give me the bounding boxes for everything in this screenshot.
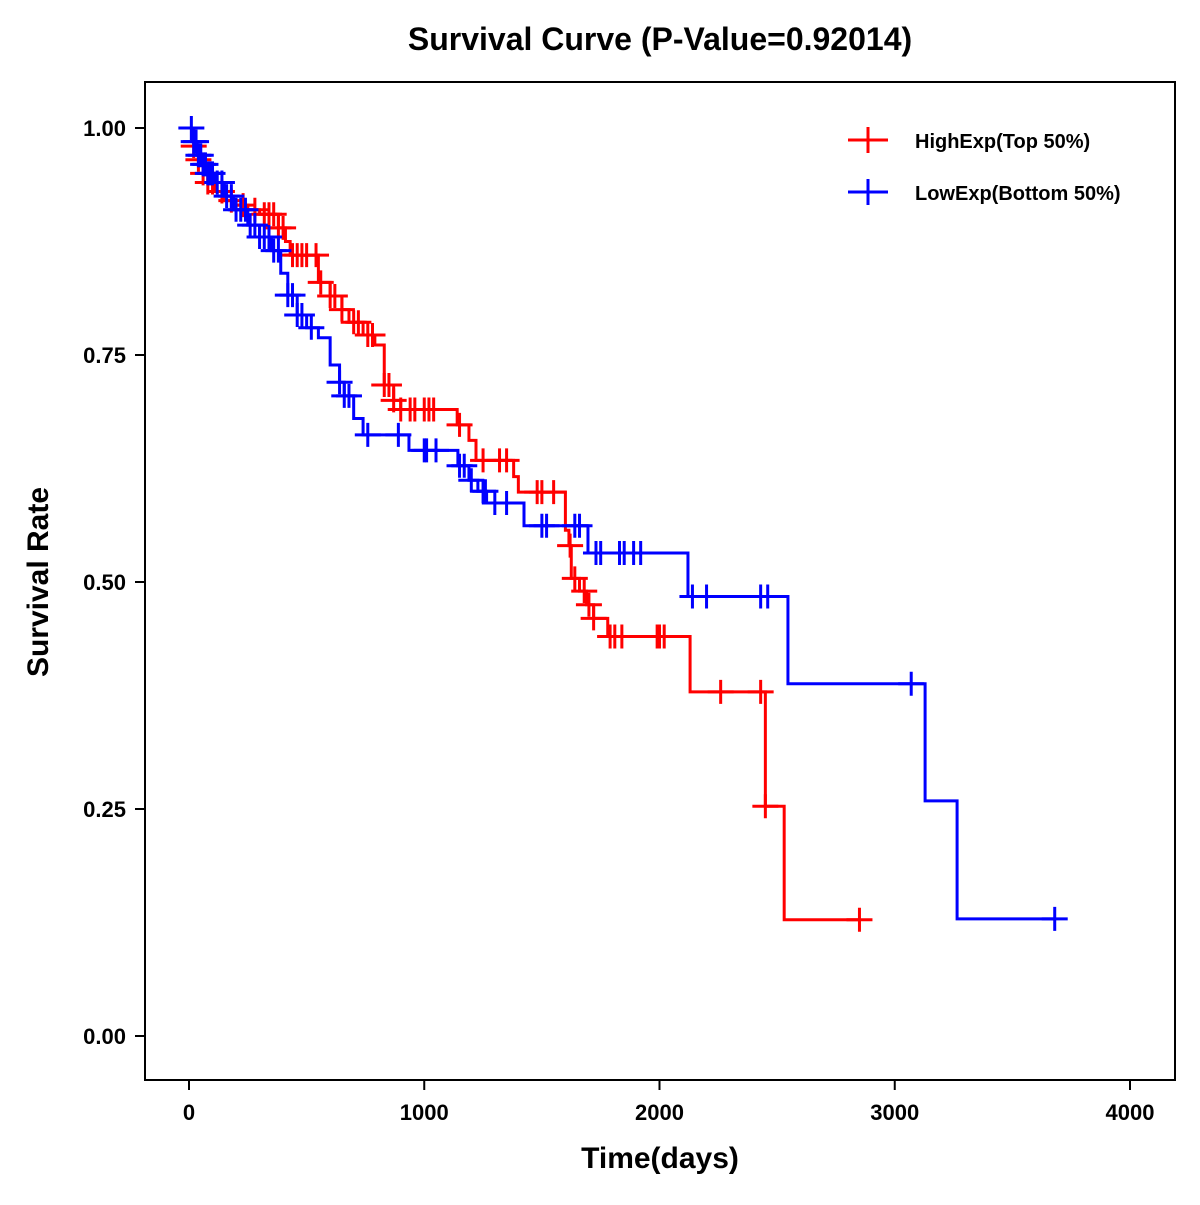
y-tick-label: 0.50 <box>83 570 126 595</box>
low-exp-censor-mark <box>255 224 282 249</box>
x-tick-label: 0 <box>183 1100 195 1125</box>
low-exp-censor-mark <box>566 513 593 538</box>
low-exp-censor-mark <box>898 671 925 696</box>
high-exp-censor-mark <box>303 243 330 268</box>
high-exp-censor-mark <box>608 624 635 649</box>
y-tick-label: 0.25 <box>83 797 126 822</box>
low-exp-censor-mark <box>1041 906 1068 931</box>
x-axis: 0 1000 2000 3000 4000 <box>183 1080 1155 1125</box>
x-tick-label: 1000 <box>400 1100 449 1125</box>
high-exp-censor-mark <box>359 323 386 348</box>
high-exp-censor-mark <box>260 202 287 227</box>
high-exp-censor-mark <box>846 907 873 932</box>
high-exp-legend-label: HighExp(Top 50%) <box>915 131 1090 153</box>
plot-area <box>178 116 1068 932</box>
plot-frame <box>144 81 1176 1081</box>
low-exp-censor-mark <box>335 383 362 408</box>
low-exp-censor-mark <box>265 238 292 263</box>
low-exp-censor-mark <box>178 116 205 140</box>
high-exp-censor-mark <box>575 592 602 617</box>
low-exp-legend-label: LowExp(Bottom 50%) <box>915 183 1121 205</box>
high-exp-censor-mark <box>752 794 779 819</box>
y-tick-label: 1.00 <box>83 116 126 141</box>
high-exp-censor-mark <box>446 412 473 437</box>
high-exp-legend-key <box>848 127 888 153</box>
high-exp-censor-mark <box>375 372 402 397</box>
legend: HighExp(Top 50%) LowExp(Bottom 50%) <box>848 127 1121 205</box>
low-exp-censor-mark <box>208 170 235 195</box>
high-exp-censor-mark <box>321 283 348 308</box>
x-tick-label: 4000 <box>1106 1100 1155 1125</box>
high-exp-censor-mark <box>571 579 598 604</box>
low-exp-censor-mark <box>451 453 478 478</box>
high-exp-censor-mark <box>747 679 774 704</box>
low-exp-censor-mark <box>693 584 720 609</box>
low-exp-censor-mark <box>279 283 306 308</box>
high-exp-censor-mark <box>307 270 334 295</box>
high-exp-censor-mark <box>580 606 607 631</box>
high-exp-censor-mark <box>493 448 520 473</box>
high-exp-censor-mark <box>561 566 588 591</box>
low-exp-censor-mark <box>458 468 485 493</box>
y-axis-label: Survival Rate <box>22 487 55 677</box>
low-exp-censor-mark <box>183 129 210 154</box>
low-exp-censor-mark <box>627 540 654 565</box>
low-exp-censor-mark <box>754 584 781 609</box>
low-exp-censor-mark <box>354 422 381 447</box>
high-exp-censor-mark <box>540 480 567 505</box>
high-exp-censor-mark <box>557 533 584 558</box>
high-exp-censor-mark <box>651 624 678 649</box>
low-exp-censor-mark <box>385 422 412 447</box>
low-exp-censor-mark <box>218 184 245 209</box>
x-axis-label: Time(days) <box>581 1142 739 1175</box>
low-exp-censor-mark <box>326 370 353 395</box>
low-exp-censor-mark <box>423 438 450 463</box>
low-exp-legend-key <box>848 179 888 205</box>
low-exp-censor-mark <box>232 197 259 222</box>
low-exp-censor-mark <box>493 491 520 516</box>
chart-title: Survival Curve (P-Value=0.92014) <box>408 21 912 57</box>
high-exp-censor-mark <box>345 310 372 335</box>
x-tick-label: 2000 <box>635 1100 684 1125</box>
low-exp-censor-mark <box>288 303 315 328</box>
x-tick-label: 3000 <box>870 1100 919 1125</box>
y-tick-label: 0.75 <box>83 343 126 368</box>
high-exp-censor-mark <box>270 215 297 240</box>
y-axis: 0.00 0.25 0.50 0.75 1.00 <box>83 116 145 1049</box>
low-exp-censor-mark <box>533 513 560 538</box>
high-exp-censor-mark <box>707 679 734 704</box>
high-exp-censor-mark <box>328 297 355 322</box>
high-exp-censor-mark <box>420 397 447 422</box>
y-tick-label: 0.00 <box>83 1024 126 1049</box>
low-exp-censor-mark <box>298 315 325 340</box>
low-exp-survival-line <box>189 126 1055 921</box>
